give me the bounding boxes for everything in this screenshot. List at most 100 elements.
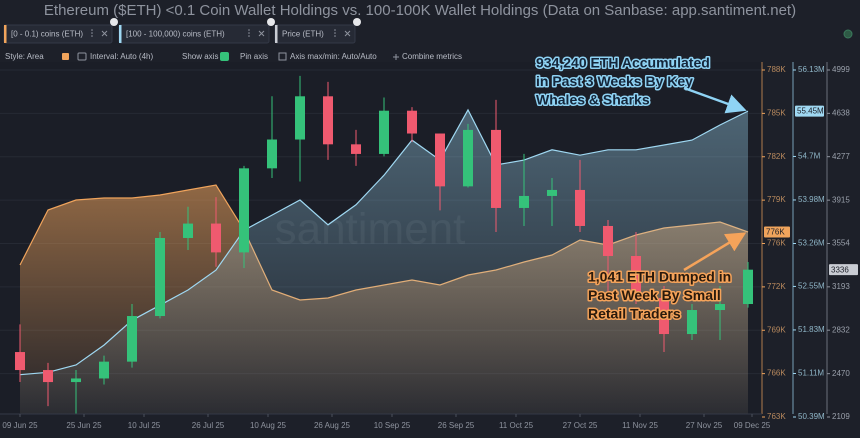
menu-dot xyxy=(334,35,336,37)
y-tick-label: 4638 xyxy=(832,108,850,117)
annotation-text: 934,240 ETH Accumulated xyxy=(536,55,710,71)
y-tick-label: 2832 xyxy=(832,325,850,334)
y-tick-label: 3554 xyxy=(832,239,850,248)
candle-body xyxy=(71,378,81,383)
candle-body xyxy=(267,139,277,169)
annotation-text: Past Week By Small xyxy=(588,287,721,303)
candle-body xyxy=(99,361,109,379)
y-tick-label: 52.55M xyxy=(798,282,825,291)
legend-swatch xyxy=(275,25,278,43)
toolbar-setting[interactable]: Combine metrics xyxy=(402,52,462,61)
x-tick-label: 26 Aug 25 xyxy=(314,421,351,430)
style-swatch xyxy=(62,53,69,60)
y-tick-label: 3193 xyxy=(832,282,850,291)
toolbar-setting[interactable]: Axis max/min: Auto/Auto xyxy=(290,52,377,61)
candle-body xyxy=(407,110,417,134)
y-tick-label: 51.83M xyxy=(798,325,825,334)
axis-icon xyxy=(278,52,287,61)
candle-body xyxy=(603,225,613,256)
candle-body xyxy=(183,223,193,238)
close-icon[interactable] xyxy=(344,30,351,37)
menu-dot xyxy=(248,32,250,34)
legend-swatch xyxy=(119,25,122,43)
y-tick-label: 3915 xyxy=(832,195,850,204)
y-tick-label: 2470 xyxy=(832,369,850,378)
annotation-text: 1,041 ETH Dumped in xyxy=(588,269,731,285)
menu-dot xyxy=(334,32,336,34)
toolbar-setting[interactable]: Style: Area xyxy=(5,52,44,61)
y-tick-label: 54.7M xyxy=(798,152,821,161)
x-tick-label: 11 Oct 25 xyxy=(499,421,534,430)
y-tick-label: 766K xyxy=(767,369,786,378)
area-fill xyxy=(20,109,748,414)
candle-body xyxy=(715,304,725,311)
area-line xyxy=(19,108,749,376)
menu-dot xyxy=(248,29,250,31)
candle-body xyxy=(351,144,361,154)
y-tick-label: 785K xyxy=(767,108,786,117)
y-tick-label: 772K xyxy=(767,282,786,291)
candle-body xyxy=(547,189,557,196)
candle-body xyxy=(687,310,697,335)
annotation-arrow xyxy=(683,86,747,114)
x-tick-label: 27 Oct 25 xyxy=(563,421,598,430)
toolbar-setting[interactable]: Pin axis xyxy=(240,52,268,61)
candle-body xyxy=(239,168,249,253)
x-tick-label: 10 Jul 25 xyxy=(128,421,161,430)
current-value-tag xyxy=(829,264,858,276)
current-value-label: 55.45M xyxy=(797,107,824,116)
menu-dot xyxy=(91,35,93,37)
legend-label: [100 - 100,000) coins (ETH) xyxy=(126,30,225,39)
x-tick-label: 10 Aug 25 xyxy=(250,421,287,430)
candle-body xyxy=(155,237,165,317)
chip-badge xyxy=(267,18,275,26)
x-tick-label: 09 Dec 25 xyxy=(734,421,771,430)
annotation-text: in Past 3 Weeks By Key xyxy=(536,73,693,89)
x-tick-label: 25 Jun 25 xyxy=(66,421,102,430)
candle-body xyxy=(659,298,669,335)
x-tick-label: 26 Jul 25 xyxy=(192,421,225,430)
menu-dot xyxy=(91,29,93,31)
x-tick-label: 10 Sep 25 xyxy=(374,421,411,430)
candle-body xyxy=(463,129,473,187)
x-tick-label: 26 Sep 25 xyxy=(438,421,475,430)
toolbar-setting[interactable]: Interval: Auto (4h) xyxy=(90,52,153,61)
candle-body xyxy=(211,223,221,253)
legend-swatch xyxy=(4,25,7,43)
candle-body xyxy=(323,96,333,145)
close-icon[interactable] xyxy=(258,30,265,37)
y-tick-label: 56.13M xyxy=(798,65,825,74)
show-axis-checkbox[interactable] xyxy=(220,52,229,61)
candle-body xyxy=(127,316,137,362)
y-tick-label: 50.39M xyxy=(798,412,825,421)
y-tick-label: 769K xyxy=(767,325,786,334)
y-tick-label: 53.26M xyxy=(798,239,825,248)
legend-label: [0 - 0.1) coins (ETH) xyxy=(11,30,83,39)
candle-body xyxy=(519,195,529,208)
annotation-text: Whales & Sharks xyxy=(536,92,650,108)
candle-body xyxy=(631,255,641,299)
candle-body xyxy=(435,133,445,187)
current-value-label: 776K xyxy=(766,228,785,237)
menu-dot xyxy=(91,32,93,34)
current-value-label: 3336 xyxy=(831,265,849,274)
x-tick-label: 27 Nov 25 xyxy=(686,421,723,430)
y-tick-label: 53.98M xyxy=(798,195,825,204)
current-value-tag xyxy=(764,226,790,238)
candle-body xyxy=(575,189,585,226)
x-tick-label: 09 Jun 25 xyxy=(2,421,38,430)
toolbar-setting[interactable]: Show axis xyxy=(182,52,218,61)
y-tick-label: 779K xyxy=(767,195,786,204)
close-icon[interactable] xyxy=(101,30,108,37)
chip-badge xyxy=(110,18,118,26)
candle-body xyxy=(379,110,389,154)
y-tick-label: 4277 xyxy=(832,152,850,161)
y-tick-label: 776K xyxy=(767,239,786,248)
status-dot xyxy=(843,29,853,39)
chip-badge xyxy=(353,18,361,26)
y-tick-label: 782K xyxy=(767,152,786,161)
menu-dot xyxy=(334,29,336,31)
y-tick-label: 51.11M xyxy=(798,369,824,378)
